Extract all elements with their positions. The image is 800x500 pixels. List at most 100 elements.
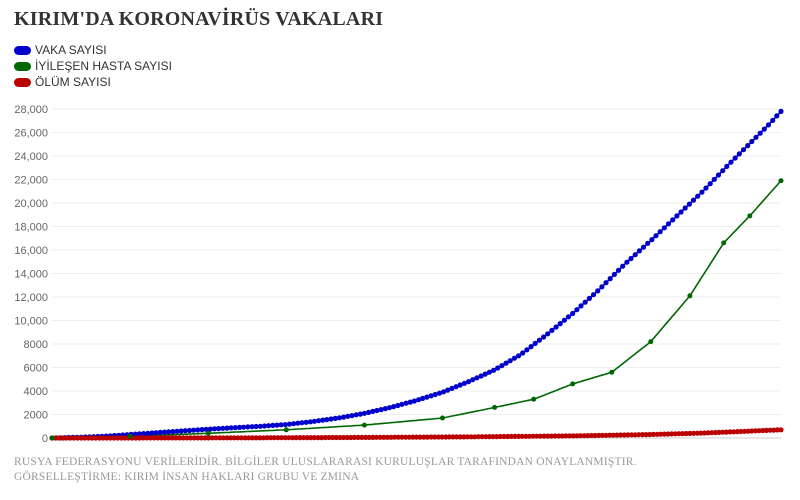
- data-point[interactable]: [416, 397, 422, 403]
- data-point[interactable]: [297, 435, 303, 441]
- data-point[interactable]: [332, 415, 338, 421]
- data-point[interactable]: [145, 430, 151, 436]
- data-point[interactable]: [586, 295, 593, 301]
- data-point[interactable]: [682, 205, 688, 211]
- data-point[interactable]: [578, 303, 584, 309]
- data-point[interactable]: [373, 434, 379, 440]
- data-point[interactable]: [395, 402, 401, 409]
- data-point[interactable]: [249, 435, 256, 441]
- data-point[interactable]: [386, 405, 392, 411]
- data-point[interactable]: [246, 435, 252, 441]
- data-point[interactable]: [253, 423, 259, 430]
- data-point[interactable]: [300, 435, 307, 441]
- data-point[interactable]: [133, 435, 139, 441]
- data-point[interactable]: [454, 434, 460, 440]
- data-point[interactable]: [721, 240, 727, 246]
- data-point[interactable]: [202, 435, 208, 441]
- data-point[interactable]: [770, 117, 776, 123]
- data-point[interactable]: [295, 420, 301, 426]
- data-point[interactable]: [537, 433, 544, 439]
- data-point[interactable]: [599, 432, 606, 438]
- data-point[interactable]: [428, 393, 434, 399]
- data-point[interactable]: [270, 422, 276, 428]
- data-point[interactable]: [85, 435, 92, 441]
- data-point[interactable]: [439, 434, 445, 440]
- data-point[interactable]: [155, 435, 161, 441]
- data-point[interactable]: [756, 428, 762, 434]
- data-point[interactable]: [345, 413, 351, 419]
- data-point[interactable]: [344, 434, 350, 441]
- data-point[interactable]: [720, 168, 726, 174]
- data-point[interactable]: [436, 390, 442, 396]
- data-point[interactable]: [711, 176, 717, 182]
- data-point[interactable]: [524, 347, 530, 353]
- data-point[interactable]: [715, 172, 722, 178]
- data-point[interactable]: [707, 181, 713, 187]
- data-point[interactable]: [253, 435, 259, 441]
- data-point[interactable]: [228, 435, 234, 441]
- data-point[interactable]: [736, 151, 742, 157]
- legend-item-recovered[interactable]: İYİLEŞEN HASTA SAYISI: [14, 58, 172, 74]
- data-point[interactable]: [740, 147, 747, 153]
- data-point[interactable]: [399, 434, 405, 440]
- data-point[interactable]: [384, 434, 390, 440]
- data-point[interactable]: [724, 163, 730, 169]
- data-point[interactable]: [366, 434, 372, 440]
- data-point[interactable]: [174, 428, 180, 434]
- data-point[interactable]: [257, 423, 263, 429]
- data-point[interactable]: [166, 429, 172, 435]
- data-point[interactable]: [351, 434, 358, 440]
- data-point[interactable]: [424, 434, 430, 440]
- data-point[interactable]: [191, 435, 197, 441]
- data-point[interactable]: [71, 435, 77, 441]
- data-point[interactable]: [683, 430, 689, 437]
- data-point[interactable]: [279, 435, 285, 441]
- data-point[interactable]: [511, 355, 517, 361]
- data-point[interactable]: [53, 435, 59, 441]
- data-point[interactable]: [403, 400, 409, 406]
- data-point[interactable]: [464, 434, 471, 440]
- data-point[interactable]: [238, 435, 245, 441]
- data-point[interactable]: [132, 431, 138, 437]
- data-point[interactable]: [67, 435, 73, 441]
- data-point[interactable]: [632, 252, 638, 258]
- data-point[interactable]: [213, 435, 219, 441]
- data-point[interactable]: [570, 433, 576, 439]
- data-point[interactable]: [716, 429, 722, 435]
- data-point[interactable]: [745, 143, 751, 149]
- data-point[interactable]: [763, 427, 770, 433]
- data-point[interactable]: [732, 155, 738, 161]
- data-point[interactable]: [308, 435, 314, 441]
- data-point[interactable]: [349, 413, 355, 419]
- data-point[interactable]: [611, 271, 618, 277]
- data-point[interactable]: [144, 435, 150, 441]
- data-point[interactable]: [260, 435, 266, 441]
- data-point[interactable]: [60, 435, 66, 441]
- data-point[interactable]: [286, 421, 292, 427]
- data-point[interactable]: [107, 435, 113, 441]
- data-point[interactable]: [245, 424, 251, 430]
- data-point[interactable]: [324, 417, 330, 423]
- data-point[interactable]: [303, 419, 309, 425]
- data-point[interactable]: [182, 428, 188, 434]
- data-point[interactable]: [553, 324, 559, 330]
- data-point[interactable]: [486, 434, 492, 440]
- data-point[interactable]: [690, 430, 697, 436]
- data-point[interactable]: [355, 434, 361, 440]
- data-point[interactable]: [552, 433, 558, 439]
- data-point[interactable]: [161, 429, 168, 435]
- data-point[interactable]: [278, 422, 284, 428]
- data-point[interactable]: [747, 213, 753, 219]
- data-point[interactable]: [639, 432, 646, 438]
- data-point[interactable]: [607, 432, 613, 438]
- data-point[interactable]: [625, 432, 631, 438]
- data-point[interactable]: [778, 108, 784, 114]
- data-point[interactable]: [205, 430, 211, 436]
- data-point[interactable]: [198, 435, 204, 441]
- data-point[interactable]: [557, 321, 563, 327]
- data-point[interactable]: [236, 424, 243, 430]
- data-point[interactable]: [648, 339, 654, 345]
- data-point[interactable]: [466, 379, 472, 385]
- data-point[interactable]: [491, 367, 497, 373]
- data-point[interactable]: [162, 435, 168, 441]
